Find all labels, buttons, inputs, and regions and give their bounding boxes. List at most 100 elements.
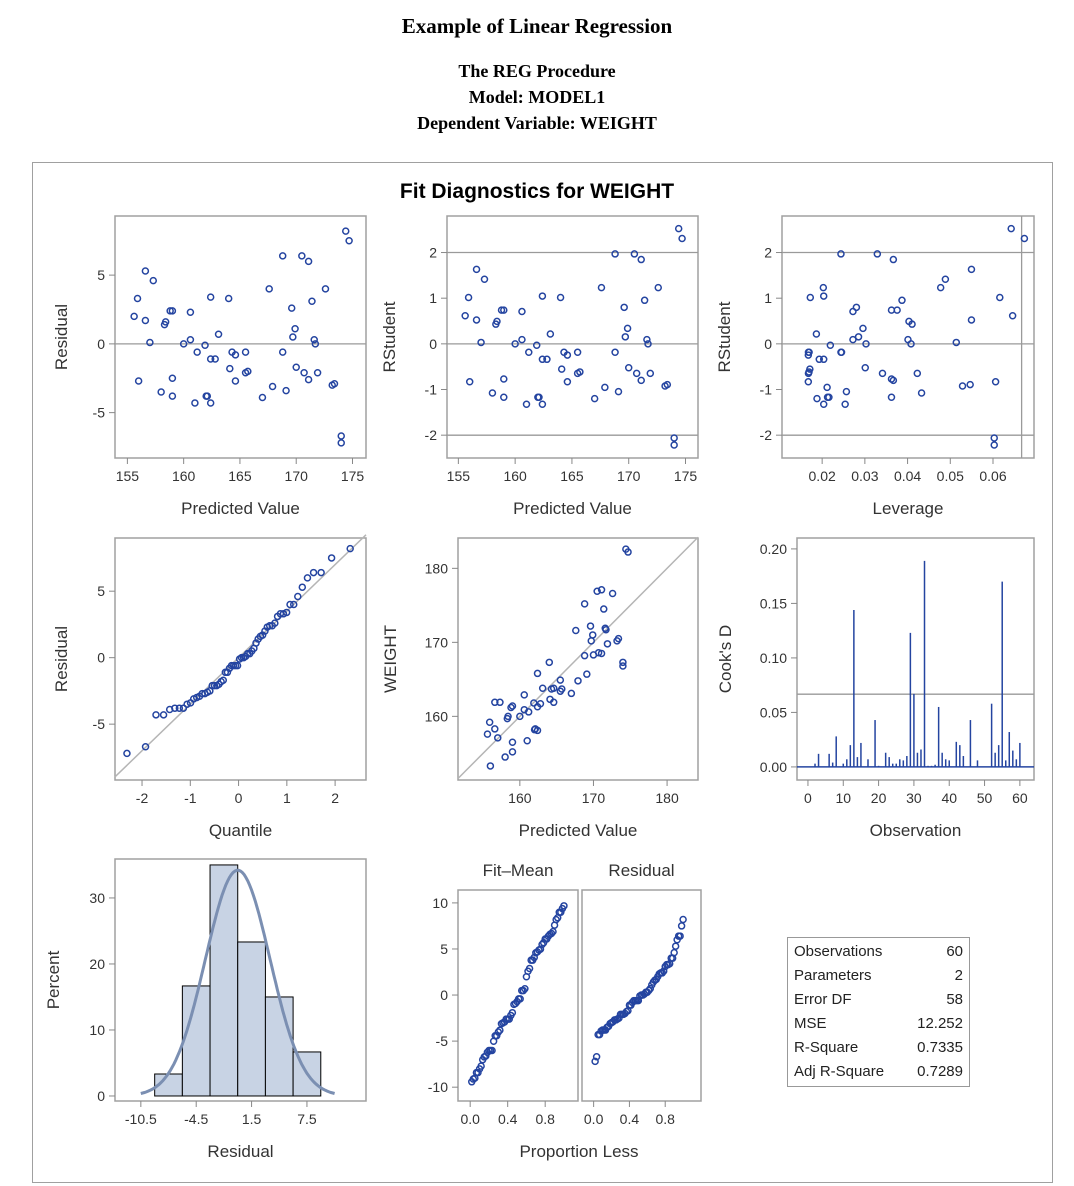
y-tick-label: 0 xyxy=(764,336,772,352)
stat-row: MSE 12.252 xyxy=(788,1012,969,1036)
data-point xyxy=(590,394,599,403)
data-point xyxy=(214,330,223,338)
data-point xyxy=(520,691,529,699)
data-point xyxy=(644,340,652,348)
data-point xyxy=(337,432,345,440)
stat-value: 0.7289 xyxy=(917,1063,963,1080)
plot-1: 155 160 165 170 175 -2 -1 0 1 2 Predicted Value RSt… xyxy=(380,215,699,518)
data-point xyxy=(480,275,489,283)
data-point xyxy=(130,312,138,321)
data-point xyxy=(593,587,601,596)
data-point xyxy=(646,984,655,993)
y-tick-label: 5 xyxy=(97,267,105,283)
x-tick-label: -10.5 xyxy=(125,1111,157,1127)
data-point xyxy=(576,368,584,376)
data-point xyxy=(619,658,627,667)
data-point xyxy=(313,369,322,377)
data-point xyxy=(533,726,542,735)
data-point xyxy=(505,1015,513,1023)
page-title: Example of Linear Regression xyxy=(401,14,673,38)
data-point xyxy=(482,1052,490,1060)
x-tick-label: 0.04 xyxy=(894,468,921,484)
data-point xyxy=(842,387,851,396)
plot-frame xyxy=(796,537,1035,781)
data-point xyxy=(812,330,821,338)
data-point xyxy=(327,554,336,562)
data-point xyxy=(941,275,950,283)
x-tick-label: 0.02 xyxy=(809,468,836,484)
y-tick-label: -5 xyxy=(93,405,106,421)
data-point xyxy=(483,730,492,738)
data-point xyxy=(522,400,531,409)
data-point xyxy=(670,948,678,957)
data-point xyxy=(659,967,668,975)
data-point xyxy=(226,364,234,373)
y-axis-label: Residual xyxy=(52,626,71,692)
plot-frame xyxy=(446,215,699,459)
data-point xyxy=(146,338,154,347)
data-point xyxy=(889,255,898,264)
data-point xyxy=(535,393,543,401)
data-point xyxy=(494,1028,503,1036)
x-tick-label: 175 xyxy=(341,468,365,484)
data-point xyxy=(837,348,845,357)
stat-value: 12.252 xyxy=(917,1015,963,1032)
data-point xyxy=(913,369,922,378)
data-point xyxy=(134,377,143,385)
data-point xyxy=(500,393,508,401)
data-point xyxy=(206,399,215,407)
data-point xyxy=(898,296,906,305)
data-point xyxy=(991,378,1000,386)
x-tick-label: 30 xyxy=(906,790,922,806)
y-tick-label: 0 xyxy=(97,1088,105,1104)
data-point xyxy=(549,698,558,707)
y-tick-label: 0.20 xyxy=(760,541,787,557)
data-point xyxy=(168,307,177,315)
data-point xyxy=(849,335,857,344)
data-point xyxy=(611,348,619,357)
data-point xyxy=(291,325,299,333)
data-point xyxy=(567,689,576,698)
stat-value: 58 xyxy=(946,991,963,1008)
data-point xyxy=(819,355,828,364)
y-tick-label: 0.15 xyxy=(760,595,787,611)
data-point xyxy=(556,293,565,302)
data-point xyxy=(175,704,184,712)
data-point xyxy=(241,348,250,356)
data-point xyxy=(990,441,998,449)
data-point xyxy=(614,634,623,643)
y-tick-label: 20 xyxy=(89,956,105,972)
data-point xyxy=(231,351,240,359)
data-point xyxy=(547,929,556,938)
y-tick-label: -2 xyxy=(760,427,773,443)
data-point xyxy=(186,308,195,316)
data-point xyxy=(258,393,267,402)
data-point xyxy=(620,303,628,312)
data-point xyxy=(952,338,961,347)
data-point xyxy=(861,363,869,372)
plot-frame xyxy=(581,889,702,1102)
data-point xyxy=(341,227,350,235)
plot-frame xyxy=(114,537,367,781)
data-point xyxy=(310,336,318,344)
x-tick-label: -4.5 xyxy=(184,1111,208,1127)
data-point xyxy=(330,380,339,388)
plot-4: 160 170 180 160 170 180 Predicted Value WEIGHT xyxy=(381,536,699,840)
data-point xyxy=(521,984,529,993)
data-point xyxy=(646,369,655,378)
data-point xyxy=(203,392,212,400)
plot-frame xyxy=(114,858,367,1102)
data-point xyxy=(346,544,354,553)
data-point xyxy=(133,294,142,303)
y-axis-label: Percent xyxy=(44,950,63,1009)
x-tick-label: 2 xyxy=(331,790,339,806)
data-point xyxy=(1020,234,1029,243)
histogram-bar xyxy=(209,864,239,1097)
data-point xyxy=(536,700,545,708)
data-point xyxy=(268,382,277,391)
model-title: Model: MODEL1 xyxy=(468,87,606,107)
x-tick-label: -1 xyxy=(184,790,197,806)
data-point xyxy=(287,304,296,312)
data-point xyxy=(545,658,554,667)
normal-density-curve xyxy=(140,868,336,1095)
